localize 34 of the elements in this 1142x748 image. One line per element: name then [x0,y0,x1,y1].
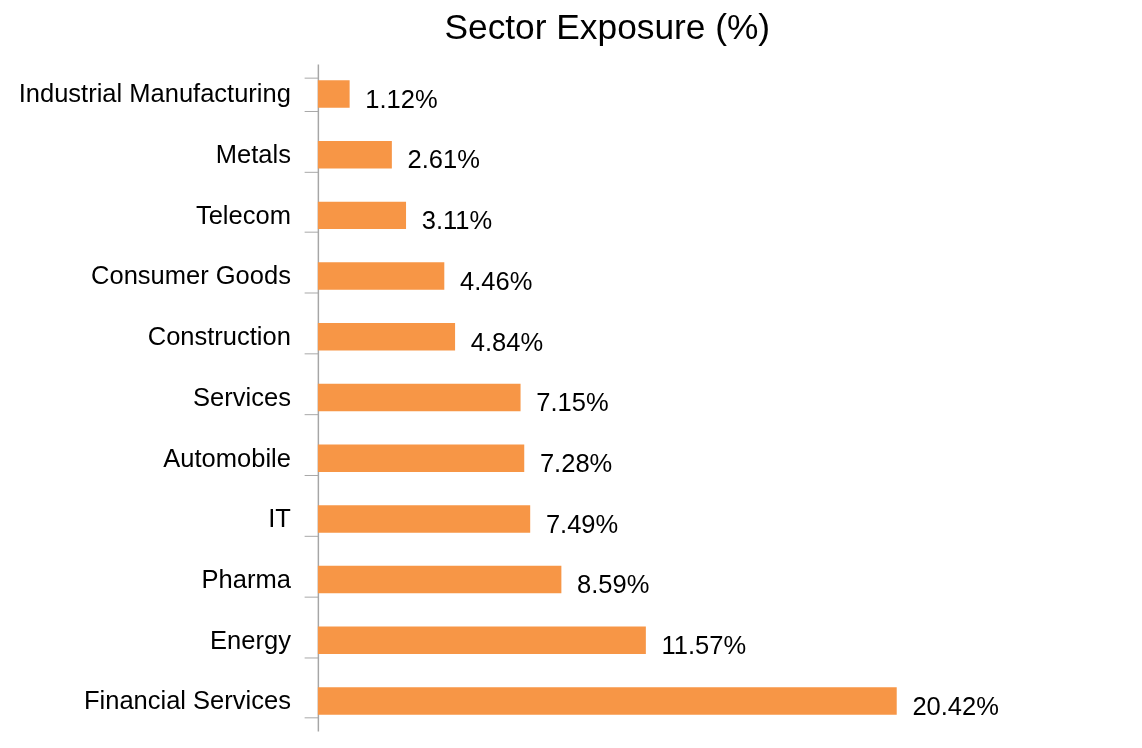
data-label: 8.59% [577,570,650,599]
bar [317,262,445,290]
data-label: 7.15% [536,388,609,417]
data-label: 3.11% [421,206,493,235]
bar [317,80,350,108]
y-tick-label: Pharma [201,564,292,593]
y-tick-label: Consumer Goods [91,261,291,290]
bar [317,140,392,169]
data-label: 11.57% [661,631,747,660]
y-tick-label: Construction [147,322,291,351]
bar [317,565,562,594]
data-label: 20.42% [912,691,999,720]
bar [317,201,407,230]
bar [317,323,456,351]
y-tick-label: Metals [215,140,291,169]
bar [317,687,897,715]
y-tick-label: Automobile [163,443,291,472]
data-label: 4.84% [470,327,544,356]
y-tick-label: Telecom [195,200,291,229]
data-label: 1.12% [365,84,438,113]
y-tick-label: Services [193,382,291,411]
y-tick-label: Industrial Manufacturing [18,79,291,108]
data-label: 2.61% [407,145,480,174]
bar [317,383,521,412]
bar [317,626,646,655]
bar [317,444,525,472]
bar [317,505,531,533]
data-label: 7.49% [545,509,619,538]
y-tick-label: IT [268,504,291,533]
data-label: 4.46% [460,266,533,295]
data-label: 7.28% [539,448,613,477]
y-tick-label: Energy [210,625,292,654]
y-tick-label: Financial Services [83,686,291,715]
chart-title: Sector Exposure (%) [444,7,771,47]
